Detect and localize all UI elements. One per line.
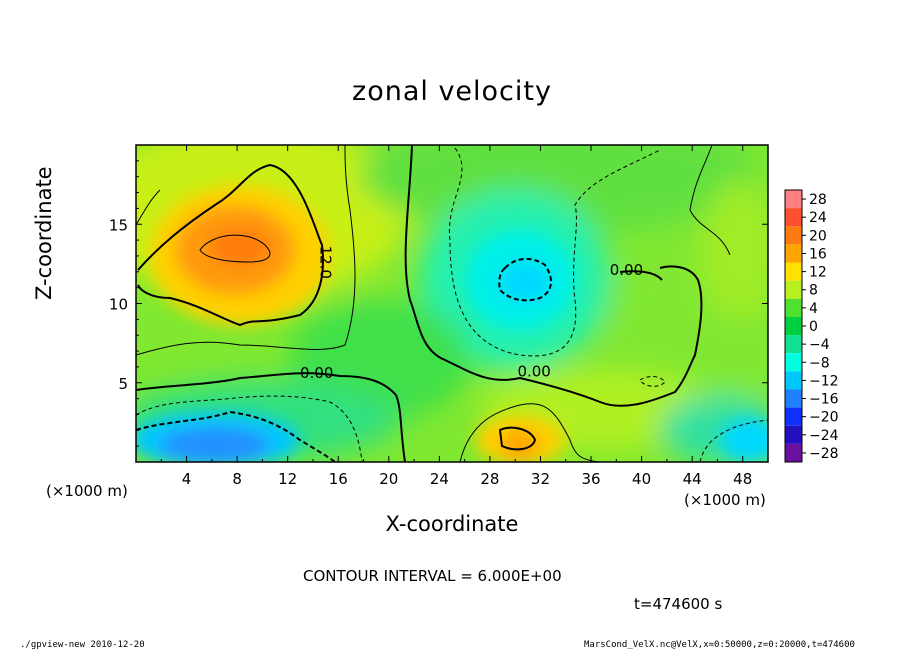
velocity-field: [136, 145, 768, 462]
contour-label: 0.00: [517, 362, 550, 380]
x-tick-label: 40: [632, 470, 651, 488]
x-tick-label: 48: [733, 470, 752, 488]
colorbar-label: −20: [809, 410, 839, 426]
contour-interval-note: CONTOUR INTERVAL = 6.000E+00: [303, 567, 562, 585]
x-tick-label: 36: [581, 470, 600, 488]
x-tick-label: 24: [430, 470, 449, 488]
y-axis-label: Z-coordinate: [32, 166, 56, 300]
x-tick-label: 44: [683, 470, 702, 488]
colorbar-swatch: [785, 407, 802, 426]
colorbar-label: 4: [809, 301, 818, 317]
colorbar-label: 24: [809, 210, 827, 226]
colorbar-label: −28: [809, 446, 839, 462]
contour-label: 0.00: [300, 364, 333, 382]
colorbar-swatch: [785, 280, 802, 299]
x-axis-label: X-coordinate: [385, 512, 519, 536]
colorbar-label: −16: [809, 392, 839, 408]
colorbar-label: −12: [809, 373, 839, 389]
contour-label: 0.00: [610, 261, 643, 279]
colorbar-swatch: [785, 244, 802, 263]
x-tick-label: 8: [232, 470, 242, 488]
chart-title: zonal velocity: [352, 76, 552, 107]
x-unit-label: (×1000 m): [684, 491, 766, 509]
x-tick-label: 16: [329, 470, 348, 488]
colorbar-label: 20: [809, 228, 827, 244]
y-tick-label: 5: [118, 375, 128, 393]
colorbar-swatch: [785, 226, 802, 245]
colorbar-swatch: [785, 425, 802, 444]
colorbar-swatch: [785, 316, 802, 336]
colorbar-swatch: [785, 443, 802, 462]
contour-label: 12.0: [317, 246, 335, 279]
contour-label-group: 12.0 0.00 0.00 0.00: [300, 246, 643, 382]
x-tick-label: 4: [182, 470, 192, 488]
colorbar-label: 0: [809, 319, 818, 335]
colorbar-swatch: [785, 371, 802, 390]
colorbar-label: 16: [809, 246, 827, 262]
colorbar-swatch: [785, 298, 802, 317]
colorbar: 28 24 20 16 12 8 4 0 −4 −8 −12 −16 −20 −24 −28: [784, 189, 839, 463]
colorbar-label: −24: [809, 428, 839, 444]
x-tick-label: 20: [379, 470, 398, 488]
x-tick-label: 32: [531, 470, 550, 488]
colorbar-label: −8: [809, 355, 830, 371]
colorbar-swatch: [785, 389, 802, 408]
colorbar-swatch: [785, 262, 802, 281]
colorbar-swatch: [785, 208, 802, 227]
contour-lines: [136, 145, 768, 462]
colorbar-swatch: [785, 190, 802, 209]
x-tick-label: 12: [278, 470, 297, 488]
footer-right: MarsCond_VelX.nc@VelX,x=0:50000,z=0:2000…: [584, 640, 855, 650]
time-label: t=474600 s: [634, 595, 723, 613]
colorbar-label: 8: [809, 283, 818, 299]
colorbar-label: −4: [809, 337, 830, 353]
y-tick-label: 10: [109, 296, 128, 314]
x-axis: 4 8 12 16 20 24 28 32 36 40 44 48: [160, 145, 752, 488]
colorbar-swatch: [785, 335, 802, 354]
y-unit-label: (×1000 m): [46, 482, 128, 500]
y-axis: 5 10 15: [109, 160, 768, 447]
colorbar-label: 12: [809, 265, 827, 281]
footer-left: ./gpview-new 2010-12-20: [20, 640, 145, 650]
x-tick-label: 28: [480, 470, 499, 488]
colorbar-label: 28: [809, 192, 827, 208]
y-tick-label: 15: [109, 216, 128, 234]
colorbar-swatch: [785, 353, 802, 372]
